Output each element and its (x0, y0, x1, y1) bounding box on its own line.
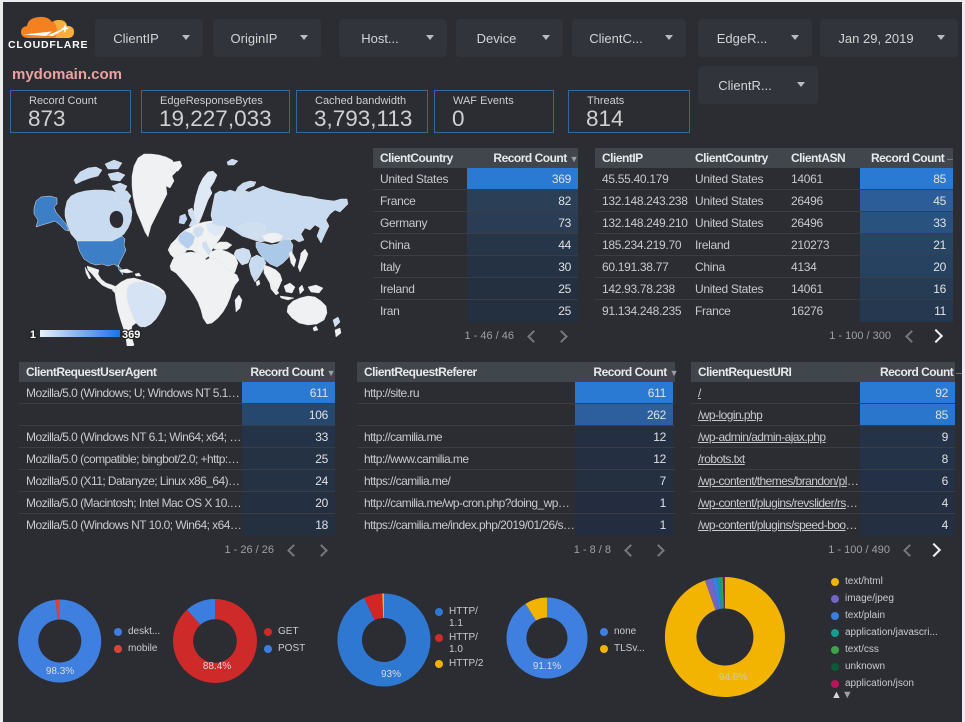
svg-text:1: 1 (30, 329, 36, 341)
svg-text:88.4%: 88.4% (203, 661, 231, 672)
svg-text:91.1%: 91.1% (533, 661, 561, 672)
svg-text:94.6%: 94.6% (719, 672, 747, 683)
svg-text:93%: 93% (381, 669, 401, 680)
svg-text:98.3%: 98.3% (46, 666, 74, 677)
svg-text:CLOUDFLARE: CLOUDFLARE (8, 39, 88, 51)
svg-text:369: 369 (122, 329, 140, 341)
